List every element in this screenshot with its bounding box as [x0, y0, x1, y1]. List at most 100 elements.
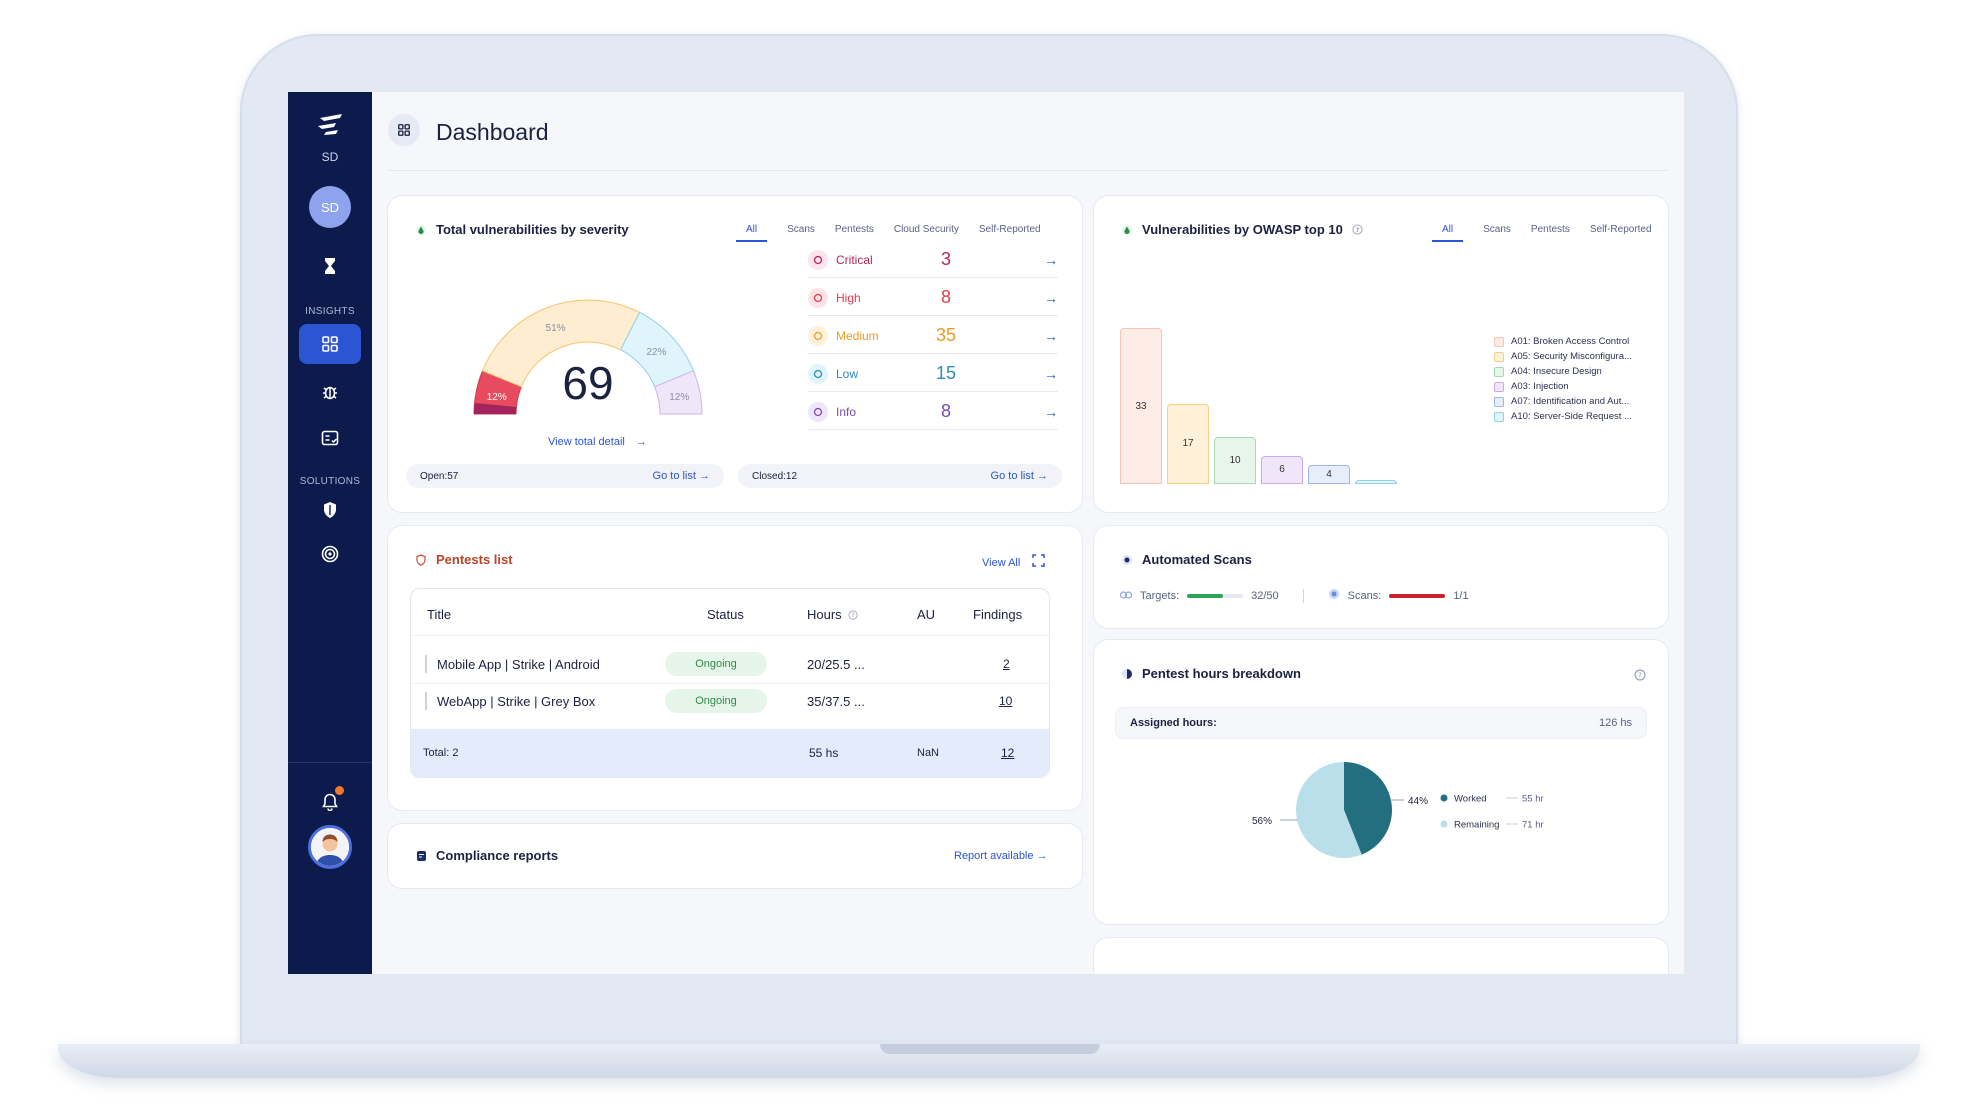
grid-icon	[322, 336, 338, 352]
col-au[interactable]: AU	[917, 607, 936, 622]
next-card-partial	[1094, 938, 1668, 974]
total-label: Total: 2	[423, 747, 459, 759]
bug-icon[interactable]	[314, 376, 346, 408]
severity-row-critical[interactable]: Critical 3 →	[808, 242, 1058, 278]
legend-label: A07: Identification and Aut...	[1511, 396, 1630, 407]
owasp-bar[interactable]: 10	[1214, 436, 1256, 484]
severity-info-icon	[808, 401, 828, 422]
section-solutions: SOLUTIONS	[299, 476, 361, 487]
tab-pentests[interactable]: Pentests	[1530, 224, 1570, 235]
arrow-right-icon[interactable]: →	[1044, 289, 1058, 306]
targets-value: 32/50	[1251, 589, 1279, 602]
tab-scans[interactable]: Scans	[787, 224, 815, 235]
legend-item[interactable]: A07: Identification and Aut...	[1494, 396, 1629, 407]
pie-icon	[1120, 667, 1134, 681]
col-status[interactable]: Status	[707, 607, 744, 622]
severity-row-info[interactable]: Info 8 →	[808, 394, 1058, 430]
col-hours[interactable]: Hours?	[807, 607, 858, 622]
pentests-table: Title Status Hours? AU Findings Mobile A…	[410, 588, 1050, 778]
legend-item[interactable]: A01: Broken Access Control	[1494, 336, 1629, 347]
view-all-link[interactable]: View All	[982, 557, 1021, 569]
page-title: Dashboard	[436, 119, 549, 145]
scans-card-title: Automated Scans	[1120, 552, 1252, 567]
help-icon[interactable]: ?	[1351, 223, 1365, 237]
bell-icon[interactable]	[314, 786, 346, 818]
header-divider	[388, 170, 1668, 171]
user-avatar[interactable]	[308, 825, 352, 869]
legend-swatch	[1494, 411, 1504, 422]
owasp-bar[interactable]: 17	[1167, 403, 1209, 484]
report-available-link[interactable]: Report available →	[954, 850, 1048, 862]
severity-row-low[interactable]: Low 15 →	[808, 356, 1058, 392]
open-go-to-list-link[interactable]: Go to list →	[652, 470, 710, 482]
bar-value-label: 17	[1182, 438, 1194, 450]
arrow-right-icon[interactable]: →	[1044, 365, 1058, 382]
tab-all[interactable]: All	[736, 224, 768, 242]
legend-dot	[1440, 820, 1448, 828]
severity-row-medium[interactable]: Medium 35 →	[808, 318, 1058, 354]
tab-all[interactable]: All	[1432, 224, 1464, 242]
hours-card-title: Pentest hours breakdown	[1120, 666, 1301, 681]
severity-card: Total vulnerabilities by severity All Sc…	[388, 196, 1082, 512]
legend-item[interactable]: A10: Server-Side Request ...	[1494, 411, 1632, 422]
notification-dot	[335, 786, 344, 795]
pie-slice-remaining[interactable]	[1296, 762, 1362, 858]
tab-scans[interactable]: Scans	[1483, 224, 1511, 235]
severity-name: Low	[836, 366, 859, 381]
sidebar-item-dashboard[interactable]	[299, 324, 361, 364]
expand-icon[interactable]	[1032, 554, 1046, 572]
gauge-total: 69	[562, 357, 614, 409]
row-findings[interactable]: 10	[999, 694, 1013, 708]
help-icon[interactable]: ?	[1634, 668, 1646, 686]
owasp-bar[interactable]: 6	[1261, 455, 1303, 484]
legend-hours: 55 hrs	[1522, 794, 1544, 805]
total-findings[interactable]: 12	[1001, 746, 1015, 760]
row-findings[interactable]: 2	[1003, 657, 1010, 671]
targets-label: Targets:	[1140, 589, 1180, 602]
severity-name: Info	[836, 404, 857, 419]
severity-count: 15	[935, 363, 957, 383]
hourglass-icon[interactable]	[314, 250, 346, 282]
severity-row-high[interactable]: High 8 →	[808, 280, 1058, 316]
legend-item[interactable]: A04: Insecure Design	[1494, 366, 1602, 377]
owasp-bar[interactable]: 33	[1120, 328, 1162, 484]
col-title[interactable]: Title	[427, 607, 452, 622]
tab-cloud-security[interactable]: Cloud Security	[893, 224, 959, 235]
tab-pentests[interactable]: Pentests	[834, 224, 874, 235]
target-icon[interactable]	[314, 538, 346, 570]
tab-self-reported[interactable]: Self-Reported	[978, 224, 1041, 235]
row-title[interactable]: WebApp | Strike | Grey Box	[437, 694, 596, 709]
col-findings[interactable]: Findings	[973, 607, 1023, 622]
bar-value-label: 33	[1135, 400, 1147, 412]
row-marker	[425, 692, 427, 710]
arrow-right-icon[interactable]: →	[1044, 327, 1058, 344]
legend-item[interactable]: A03: Injection	[1494, 381, 1569, 392]
severity-card-title: Total vulnerabilities by severity	[414, 222, 629, 237]
report-icon[interactable]	[314, 422, 346, 454]
arrow-right-icon[interactable]: →	[1044, 403, 1058, 420]
owasp-bar[interactable]	[1355, 480, 1397, 484]
scans-label: Scans:	[1347, 589, 1382, 602]
logo-icon[interactable]	[314, 112, 346, 136]
owasp-bar[interactable]: 4	[1308, 465, 1350, 484]
severity-count: 8	[940, 287, 951, 307]
assigned-hours-value: 126 hs	[1598, 717, 1632, 729]
org-avatar[interactable]: SD	[309, 186, 351, 228]
gauge-label: 12%	[669, 392, 689, 403]
bar-value-label: 4	[1326, 469, 1332, 481]
owasp-card: Vulnerabilities by OWASP top 10 ? All Sc…	[1094, 196, 1668, 512]
view-total-detail-link[interactable]: View total detail →	[548, 436, 647, 448]
tab-self-reported[interactable]: Self-Reported	[1589, 224, 1652, 235]
legend-item[interactable]: A05: Security Misconfigura...	[1494, 351, 1632, 362]
severity-critical-icon	[808, 249, 828, 270]
closed-go-to-list-link[interactable]: Go to list →	[990, 470, 1048, 482]
legend-name: Remaining	[1454, 820, 1499, 831]
link-icon	[1119, 590, 1133, 602]
shield-small-icon	[414, 553, 428, 567]
row-title[interactable]: Mobile App | Strike | Android	[437, 657, 600, 672]
alert-drop-icon	[1120, 223, 1134, 237]
pie-slice-worked[interactable]	[1344, 762, 1392, 855]
shield-icon[interactable]	[314, 494, 346, 526]
arrow-right-icon[interactable]: →	[1044, 251, 1058, 268]
owasp-card-title: Vulnerabilities by OWASP top 10 ?	[1120, 222, 1365, 237]
